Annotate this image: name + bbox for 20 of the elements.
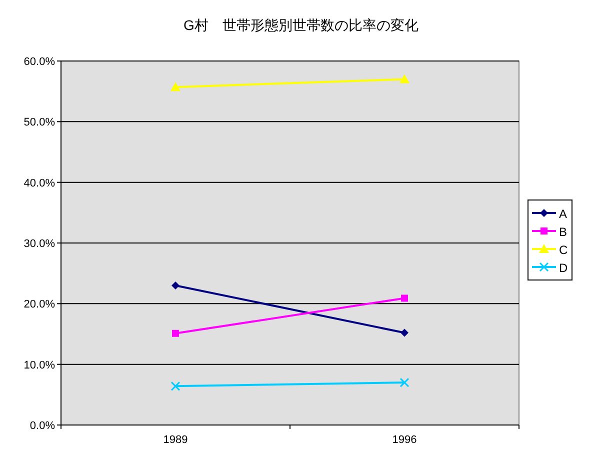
point	[400, 378, 410, 388]
y-tick-label: 50.0%	[24, 116, 56, 129]
point	[170, 381, 180, 391]
point	[172, 281, 180, 290]
y-tick-label: 10.0%	[24, 359, 56, 372]
legend-label: C	[559, 243, 568, 257]
y-tick-label: 60.0%	[24, 56, 56, 68]
y-tick-label: 40.0%	[24, 177, 56, 190]
legend-label: B	[559, 225, 568, 239]
point	[400, 328, 408, 337]
chart-title: G村 世帯形態別世帯数の比率の変化	[184, 17, 418, 33]
x-tick-label: 1996	[392, 434, 417, 446]
point	[401, 294, 408, 302]
legend-label: A	[559, 207, 568, 221]
legend-label: D	[559, 261, 568, 275]
y-tick-label: 0.0%	[30, 420, 56, 432]
point	[172, 330, 179, 337]
y-tick-label: 30.0%	[24, 238, 56, 250]
x-tick-label: 1989	[163, 434, 188, 446]
y-tick-label: 20.0%	[24, 298, 56, 311]
